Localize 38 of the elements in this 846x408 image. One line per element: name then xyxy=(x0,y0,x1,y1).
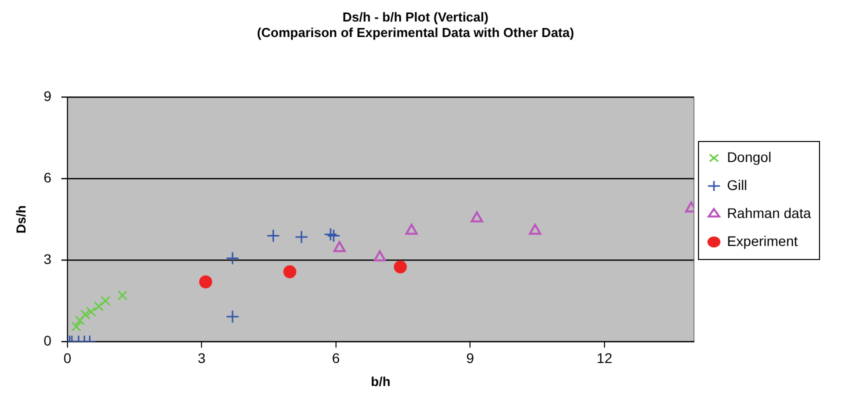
legend-label: Dongol xyxy=(726,148,772,165)
point xyxy=(294,230,308,244)
x-axis-title: b/h xyxy=(370,374,390,389)
point xyxy=(199,275,212,288)
point xyxy=(117,290,128,300)
y-axis-title: Ds/h xyxy=(13,205,28,234)
point xyxy=(528,224,542,235)
x-tick-label: 12 xyxy=(596,350,612,366)
x-tick-label: 6 xyxy=(332,350,340,366)
legend-label: Experiment xyxy=(726,232,798,249)
point xyxy=(405,224,418,235)
chart-title: Ds/h - b/h Plot (Vertical) xyxy=(342,9,488,24)
point xyxy=(333,241,346,252)
point xyxy=(326,228,340,242)
point xyxy=(86,306,96,317)
y-tick-label: 0 xyxy=(44,332,52,348)
point xyxy=(324,228,338,242)
legend-label: Rahman data xyxy=(726,204,812,221)
point xyxy=(266,228,280,242)
point xyxy=(470,211,484,222)
y-tick-label: 6 xyxy=(44,170,52,186)
point xyxy=(394,260,407,274)
point xyxy=(283,265,296,278)
point xyxy=(100,296,110,306)
y-tick-label: 9 xyxy=(44,88,52,104)
point xyxy=(80,309,90,320)
x-tick-label: 3 xyxy=(198,350,206,366)
point xyxy=(226,310,240,324)
x-tick-label: 0 xyxy=(63,350,72,366)
point xyxy=(71,322,82,332)
y-tick-label: 3 xyxy=(44,250,52,267)
x-tick-label: 9 xyxy=(466,350,474,366)
legend-label: Gill xyxy=(726,176,748,193)
chart-subtitle: (Comparison of Experimental Data with Other Data) xyxy=(256,24,574,40)
point xyxy=(226,251,240,265)
point xyxy=(374,250,386,262)
point xyxy=(74,315,85,326)
point xyxy=(94,301,104,312)
